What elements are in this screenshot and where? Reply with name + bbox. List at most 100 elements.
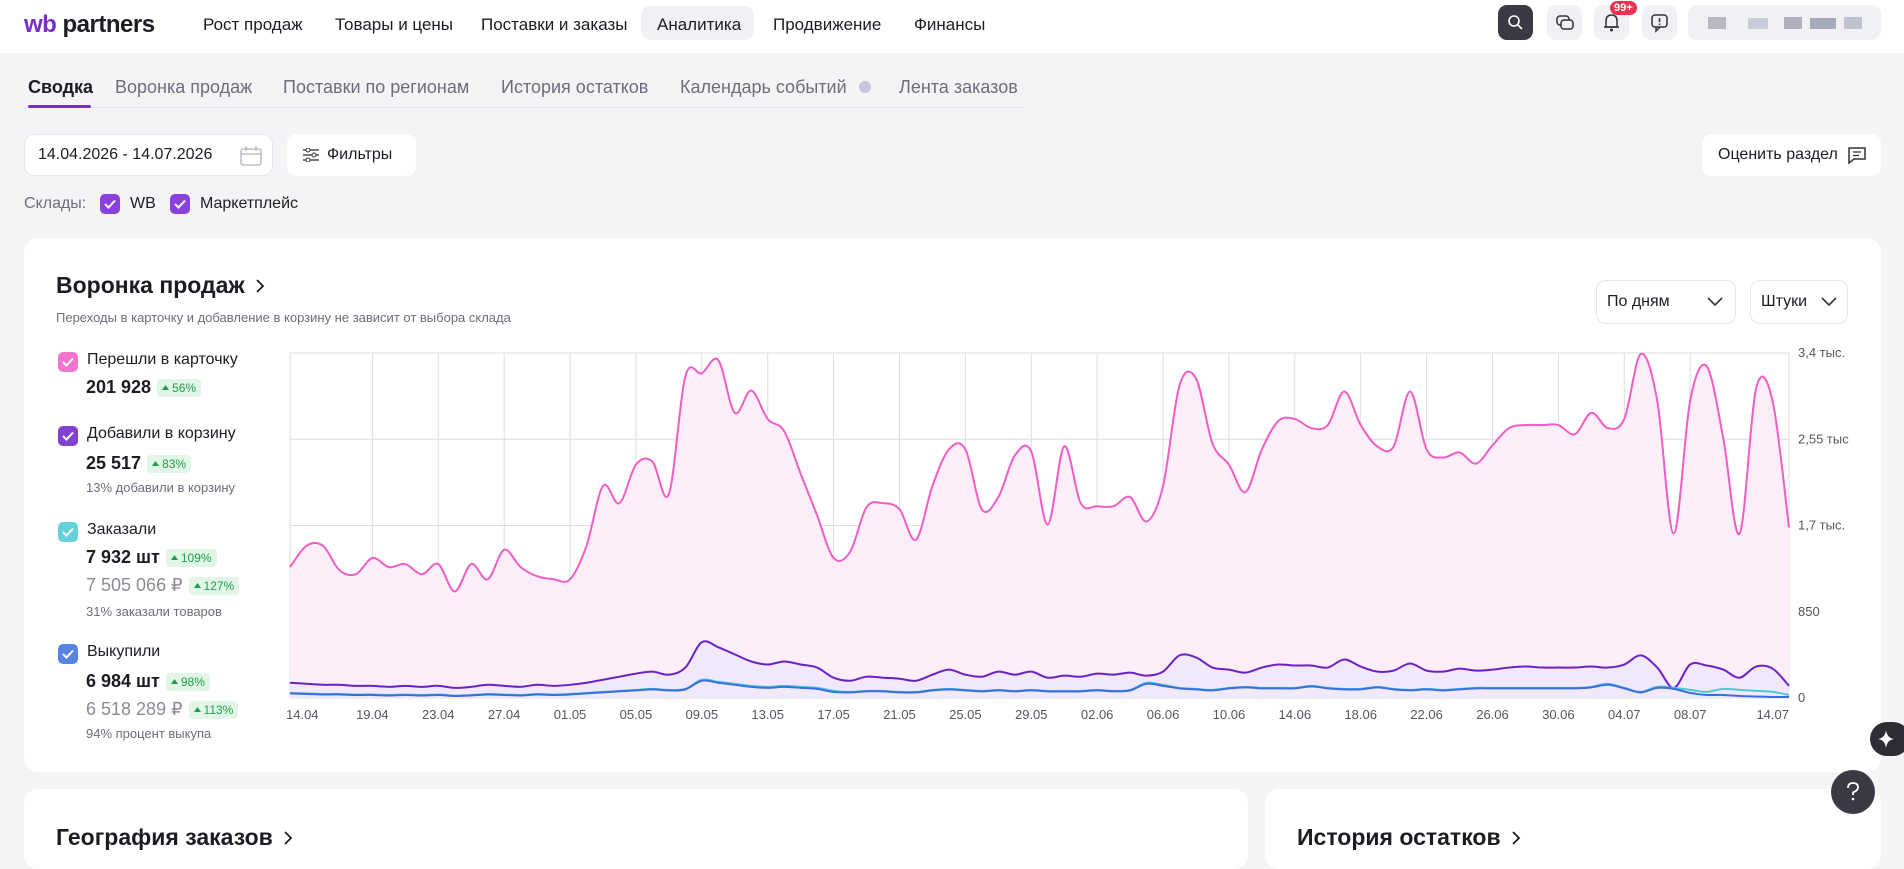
x-tick-label: 29.05 <box>1015 707 1048 722</box>
check-icon <box>174 199 186 209</box>
nav-active-bg <box>641 6 754 40</box>
change-text: 113% <box>203 702 234 717</box>
check-icon <box>104 199 116 209</box>
chart: 0 850 1,7 тыс. 2,55 тыс 3,4 тыс. 14.04 19.04 23… <box>286 345 1849 722</box>
tab[interactable]: Поставки по регионам <box>283 77 470 97</box>
x-tick-label: 21.05 <box>883 707 916 722</box>
help-icon <box>1847 782 1859 801</box>
legend-checkbox[interactable] <box>58 426 78 446</box>
change-text: 83% <box>162 456 187 471</box>
x-tick-label: 27.04 <box>488 707 521 722</box>
chat-icon <box>1556 15 1574 30</box>
x-tick-label: 02.06 <box>1081 707 1114 722</box>
x-tick-label: 18.06 <box>1344 707 1377 722</box>
notification-badge: 99+ <box>1610 1 1637 15</box>
units-label: Штуки <box>1761 293 1808 310</box>
x-tick-label: 05.05 <box>620 707 653 722</box>
x-tick-label: 13.05 <box>751 707 784 722</box>
nav-item[interactable]: Поставки и заказы <box>481 15 628 34</box>
account-blurred <box>1708 17 1862 29</box>
search-button[interactable] <box>1498 5 1533 40</box>
metric-value: 25 517 83% <box>86 453 192 474</box>
logo[interactable]: wb partners <box>24 11 155 39</box>
legend-name: Перешли в карточку <box>87 351 238 368</box>
change-badge: 113% <box>188 700 239 719</box>
rate-button[interactable]: Оценить раздел <box>1702 134 1881 176</box>
metric-value: 6 984 шт 98% <box>86 671 210 692</box>
x-tick-label: 09.05 <box>686 707 719 722</box>
geography-title: География заказов <box>56 824 273 850</box>
date-range[interactable]: 14.04.2026 - 14.07.2026 <box>24 134 273 176</box>
warehouse-name: Маркетплейс <box>200 195 299 212</box>
tab[interactable]: Воронка продаж <box>115 77 253 97</box>
change-badge: 98% <box>165 672 210 691</box>
support-button[interactable] <box>1642 5 1677 40</box>
account-menu[interactable] <box>1688 5 1881 40</box>
legend-checkbox[interactable] <box>58 522 78 542</box>
period-select[interactable]: По дням <box>1596 280 1736 324</box>
tab-underline <box>28 105 91 108</box>
warehouses-label: Склады: <box>24 195 87 212</box>
series-area <box>290 641 1789 698</box>
x-tick-label: 17.05 <box>817 707 850 722</box>
tab-dot <box>859 81 871 93</box>
legend-checkbox[interactable] <box>58 352 78 372</box>
tabs-divider <box>24 107 1022 108</box>
x-tick-label: 23.04 <box>422 707 455 722</box>
nav-item[interactable]: Финансы <box>914 15 986 34</box>
up-arrow <box>162 385 170 390</box>
tab[interactable]: Лента заказов <box>899 77 1018 97</box>
stock-title-link[interactable]: История остатков <box>1297 824 1521 851</box>
metric-value: 201 928 56% <box>86 377 202 398</box>
change-badge: 56% <box>157 378 202 397</box>
chevron-right <box>1511 830 1520 845</box>
nav-item[interactable]: Рост продаж <box>203 15 303 34</box>
up-arrow <box>152 461 160 466</box>
chat-button[interactable] <box>1547 5 1582 40</box>
units-select[interactable]: Штуки <box>1750 280 1848 324</box>
warehouse-checkbox[interactable] <box>100 194 120 214</box>
tab[interactable]: История остатков <box>501 77 649 97</box>
x-tick-label: 22.06 <box>1410 707 1443 722</box>
x-tick-label: 06.06 <box>1147 707 1180 722</box>
metric-value-text: 7 932 шт <box>86 547 160 567</box>
tab[interactable]: Календарь событий <box>680 77 847 97</box>
chevron-down <box>1707 297 1723 307</box>
x-tick-label: 26.06 <box>1476 707 1509 722</box>
up-arrow <box>170 555 178 560</box>
metric-note: 13% добавили в корзину <box>86 480 236 495</box>
nav-item[interactable]: Продвижение <box>773 15 882 34</box>
change-text: 127% <box>203 578 235 593</box>
series-line <box>289 640 1790 689</box>
filters-button[interactable]: Фильтры <box>287 134 416 176</box>
funnel-title: Воронка продаж <box>56 272 245 298</box>
x-tick-label: 19.04 <box>356 707 389 722</box>
warehouse-checkbox[interactable] <box>170 194 190 214</box>
series-line <box>289 352 1790 593</box>
x-tick-label: 10.06 <box>1213 707 1246 722</box>
change-text: 98% <box>180 674 205 689</box>
metric-value: 7 932 шт 109% <box>86 547 217 568</box>
nav-item[interactable]: Аналитика <box>657 15 742 34</box>
stock-title: История остатков <box>1297 824 1501 850</box>
up-arrow <box>193 583 201 588</box>
change-badge: 83% <box>147 454 192 473</box>
ai-button[interactable] <box>1870 722 1904 756</box>
chevron-right <box>284 830 293 845</box>
tab[interactable]: Сводка <box>28 77 94 97</box>
nav-item[interactable]: Товары и цены <box>335 15 454 34</box>
legend-name: Заказали <box>87 521 157 538</box>
geography-title-link[interactable]: География заказов <box>56 824 293 851</box>
support-icon <box>1651 14 1668 33</box>
metric-value: 6 518 289 ₽ 113% <box>86 699 239 720</box>
x-tick-label: 14.06 <box>1279 707 1312 722</box>
filters-label: Фильтры <box>327 146 393 163</box>
check-icon <box>62 431 74 441</box>
warehouse-name: WB <box>130 195 156 212</box>
legend-checkbox[interactable] <box>58 644 78 664</box>
help-button[interactable] <box>1831 770 1875 814</box>
funnel-title-link[interactable]: Воронка продаж <box>56 272 265 299</box>
funnel-subtitle: Переходы в карточку и добавление в корзи… <box>56 310 511 325</box>
calendar-icon <box>240 146 262 166</box>
check-icon <box>62 649 74 659</box>
